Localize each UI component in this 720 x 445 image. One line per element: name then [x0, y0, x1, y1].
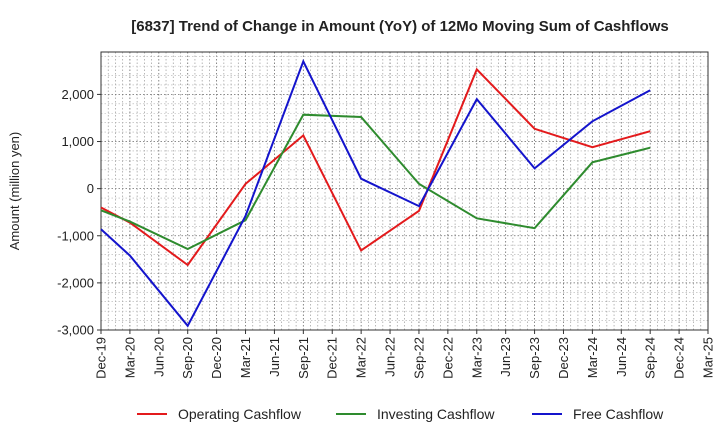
x-tick-label: Mar-20: [122, 337, 137, 378]
x-tick-label: Sep-21: [296, 337, 311, 379]
series-line-investing-cashflow: [100, 113, 651, 251]
x-tick-label: Mar-21: [238, 337, 253, 378]
x-tick-label: Sep-23: [527, 337, 542, 379]
y-tick-label: 2,000: [61, 87, 94, 102]
plot-background: [101, 52, 708, 330]
plot-border: [100, 51, 709, 331]
x-tick-label: Jun-22: [383, 337, 398, 377]
x-tick-label: Mar-25: [701, 337, 716, 378]
x-tick-label: Jun-21: [267, 337, 282, 377]
x-tick-label: Jun-23: [498, 337, 513, 377]
y-axis-label: Amount (million yen): [7, 132, 22, 251]
legend-label-free-cashflow: Free Cashflow: [573, 406, 664, 422]
legend: Operating Cashflow Investing Cashflow Free…: [137, 406, 664, 422]
y-tick-label: -2,000: [57, 275, 94, 290]
plot-area: -3,000 -2,000 -1,000 0 1,000 2,000 Dec-19 Mar-2…: [57, 51, 716, 379]
legend-label-investing-cashflow: Investing Cashflow: [377, 406, 495, 422]
series-line-operating-cashflow: [100, 67, 651, 267]
x-tick-label: Dec-19: [94, 337, 109, 379]
y-tick-label: -3,000: [57, 323, 94, 338]
series-line-free-cashflow: [100, 58, 651, 328]
x-tick-label: Jun-24: [614, 337, 629, 377]
x-tick-label: Mar-23: [469, 337, 484, 378]
x-tick-label: Dec-22: [440, 337, 455, 379]
x-tick-label: Sep-22: [411, 337, 426, 379]
x-tick-label: Sep-24: [643, 337, 658, 379]
y-tick-label: 0: [87, 181, 94, 196]
x-tick-label: Mar-22: [354, 337, 369, 378]
x-tick-label: Dec-21: [325, 337, 340, 379]
x-tick-label: Mar-24: [585, 337, 600, 378]
x-tick-label: Jun-20: [151, 337, 166, 377]
x-tick-label: Sep-20: [180, 337, 195, 379]
chart-title: [6837] Trend of Change in Amount (YoY) o…: [131, 18, 669, 35]
x-tick-label: Dec-23: [556, 337, 571, 379]
y-tick-label: 1,000: [61, 134, 94, 149]
y-tick-label: -1,000: [57, 228, 94, 243]
legend-label-operating-cashflow: Operating Cashflow: [178, 406, 302, 422]
x-tick-label: Dec-24: [672, 337, 687, 379]
x-tick-label: Dec-20: [209, 337, 224, 379]
